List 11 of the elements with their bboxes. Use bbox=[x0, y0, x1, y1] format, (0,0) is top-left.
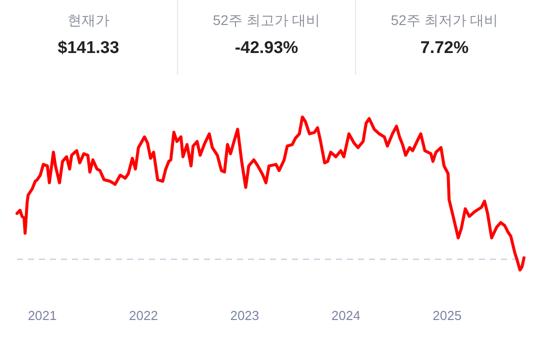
text: -42.93% bbox=[234, 38, 300, 58]
x-tick-label: 2025 bbox=[432, 308, 462, 323]
x-tick-label: 2024 bbox=[331, 308, 360, 323]
x-tick-label: 2023 bbox=[230, 308, 260, 323]
text: 52주 최고가 대비 bbox=[212, 12, 322, 30]
text: 52주 최저가 대비 bbox=[390, 12, 500, 30]
text: $141.33 bbox=[56, 38, 120, 58]
x-tick-label: 2022 bbox=[129, 308, 158, 323]
text: 7.72% bbox=[419, 38, 470, 58]
x-tick-label: 2021 bbox=[28, 308, 57, 323]
text: 현재가 bbox=[66, 12, 110, 30]
